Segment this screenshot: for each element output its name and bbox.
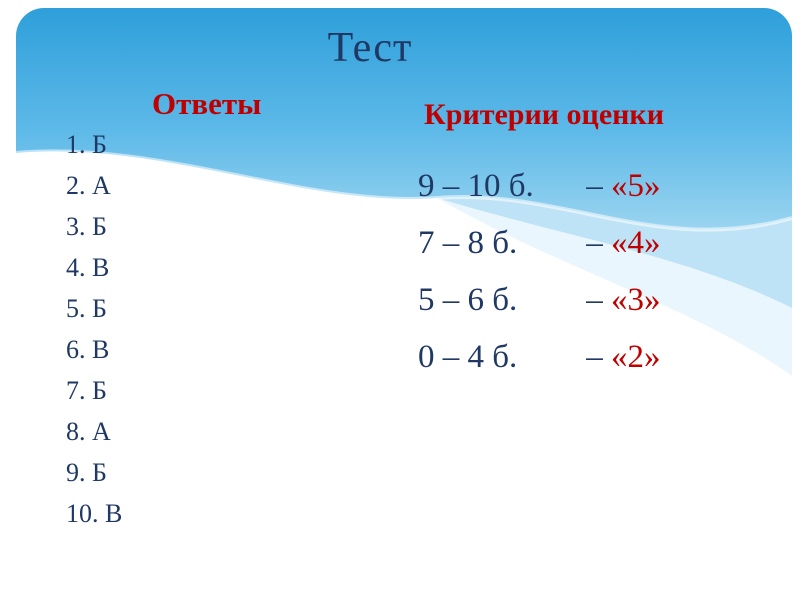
wave-highlight xyxy=(16,149,792,232)
sky-shape xyxy=(16,8,792,230)
background-waves xyxy=(16,8,792,592)
wave-band-2 xyxy=(437,198,792,376)
slide-background xyxy=(16,8,792,592)
